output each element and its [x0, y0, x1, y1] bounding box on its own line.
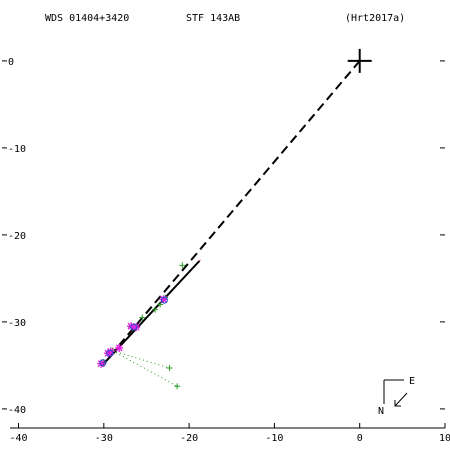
magenta-star-point-3: [115, 344, 124, 352]
blue-circle-point-3: [160, 296, 168, 304]
compass-east-label: E: [409, 376, 415, 387]
discoverer-designation: STF 143AB: [186, 13, 240, 24]
green-cross-point-3: [152, 306, 158, 313]
x-ticks: -40 -30 -20 -10 0 10: [9, 423, 450, 444]
blue-circle-point-2: [130, 323, 138, 331]
observation-marks: [97, 262, 186, 390]
green-cross-point-7: [166, 365, 173, 372]
line-of-nodes: [100, 60, 361, 367]
residual-link-1: [112, 350, 178, 387]
y-tick-label-2: -20: [8, 231, 26, 242]
x-tick-label-3: -10: [265, 433, 283, 444]
y-tick-label-1: -10: [8, 144, 26, 155]
line-of-nodes-segment: [100, 60, 361, 367]
primary-star-marker: [347, 48, 372, 73]
green-cross-point-6: [179, 262, 186, 269]
x-tick-label-5: 10: [439, 433, 450, 444]
x-tick-label-2: -20: [180, 433, 198, 444]
compass-north-label: N: [378, 406, 384, 417]
y-tick-label-4: -40: [8, 405, 26, 416]
residual-links: [112, 350, 178, 387]
compass-arrow-head: [394, 400, 401, 407]
green-cross-point-4: [157, 301, 164, 308]
x-tick-label-0: -40: [9, 433, 27, 444]
y-tick-label-0: 0: [8, 57, 14, 68]
green-cross-point-9: [139, 314, 146, 321]
y-ticks: 0 -10 -20 -30 -40: [2, 57, 445, 416]
compass-arrow-shaft: [394, 392, 408, 407]
green-cross-point-8: [174, 383, 181, 390]
reference-code: (Hrt2017a): [345, 13, 405, 24]
y-tick-label-3: -30: [8, 318, 26, 329]
wds-id: WDS 01404+3420: [45, 13, 129, 24]
x-tick-label-4: 0: [357, 433, 363, 444]
blue-circle-point-1: [106, 349, 114, 357]
blue-circle-point-0: [99, 359, 107, 367]
compass: E N: [378, 376, 415, 417]
x-tick-label-1: -30: [95, 433, 113, 444]
